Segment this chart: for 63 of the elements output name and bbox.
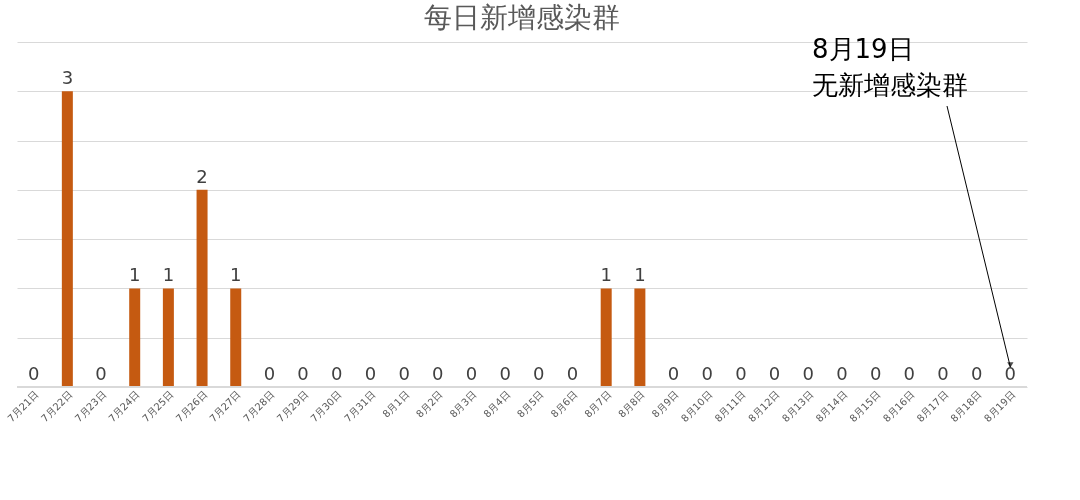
x-tick-label: 8月13日 xyxy=(779,388,816,425)
chart-title: 每日新增感染群 xyxy=(424,1,620,34)
data-label: 3 xyxy=(61,67,74,89)
x-tick-label: 8月18日 xyxy=(948,388,984,425)
x-tick-label: 7月21日 xyxy=(5,388,41,425)
data-label: 0 xyxy=(937,363,949,384)
data-label: 0 xyxy=(735,363,747,384)
x-tick-label: 8月1日 xyxy=(380,388,412,420)
data-label: 1 xyxy=(600,264,612,286)
data-label: 0 xyxy=(836,363,848,384)
x-tick-label: 8月3日 xyxy=(447,388,479,420)
data-label: 1 xyxy=(128,264,141,286)
x-tick-label: 7月28日 xyxy=(241,388,277,425)
data-label: 1 xyxy=(634,264,646,286)
data-label: 0 xyxy=(667,363,680,384)
annotation: 无新增感染群 xyxy=(812,70,968,100)
x-tick-label: 8月10日 xyxy=(678,388,715,425)
x-tick-label: 8月15日 xyxy=(847,388,883,425)
data-label: 1 xyxy=(162,264,175,286)
annotation: 8月19日 xyxy=(812,34,914,64)
x-tick-label: 8月4日 xyxy=(481,388,513,420)
data-label: 0 xyxy=(95,363,107,384)
x-tick-label: 8月11日 xyxy=(712,388,748,425)
data-label: 0 xyxy=(331,363,343,384)
data-label: 0 xyxy=(566,363,579,384)
x-tick-label: 8月17日 xyxy=(914,388,951,425)
x-tick-label: 7月22日 xyxy=(39,388,75,425)
data-label: 0 xyxy=(1004,363,1017,384)
x-tick-label: 8月16日 xyxy=(880,388,917,425)
x-tick-label: 7月31日 xyxy=(342,388,378,425)
data-label: 0 xyxy=(398,363,410,384)
data-label: 0 xyxy=(802,363,814,384)
data-label: 2 xyxy=(196,165,208,187)
x-tick-label: 8月6日 xyxy=(548,388,580,420)
x-tick-label: 8月12日 xyxy=(746,388,782,425)
x-tick-label: 7月25日 xyxy=(140,388,176,425)
data-label: 0 xyxy=(27,363,40,384)
data-label: 1 xyxy=(230,264,242,286)
data-label: 0 xyxy=(701,363,713,384)
x-tick-label: 8月7日 xyxy=(582,388,614,420)
x-tick-label: 8月14日 xyxy=(813,388,850,425)
data-label: 0 xyxy=(263,363,276,384)
data-label: 0 xyxy=(297,363,309,384)
data-label: 0 xyxy=(903,363,916,384)
x-tick-label: 7月27日 xyxy=(207,388,243,425)
data-label: 0 xyxy=(869,363,882,384)
x-tick-label: 7月26日 xyxy=(173,388,210,425)
x-tick-label: 8月2日 xyxy=(413,388,445,420)
x-tick-label: 7月24日 xyxy=(106,388,142,425)
x-tick-label: 8月9日 xyxy=(649,388,681,420)
data-label: 0 xyxy=(432,363,444,384)
data-label: 0 xyxy=(364,363,377,384)
data-label: 0 xyxy=(499,363,511,384)
x-tick-label: 7月23日 xyxy=(72,388,109,425)
x-tick-label: 8月8日 xyxy=(616,388,647,420)
data-label: 0 xyxy=(533,363,545,384)
data-label: 0 xyxy=(465,363,478,384)
data-label: 0 xyxy=(768,363,781,384)
x-tick-label: 8月19日 xyxy=(981,388,1018,425)
x-tick-label: 7月29日 xyxy=(274,388,311,425)
x-tick-label: 8月5日 xyxy=(514,388,546,420)
data-label: 0 xyxy=(970,363,983,384)
x-tick-label: 7月30日 xyxy=(308,388,344,425)
